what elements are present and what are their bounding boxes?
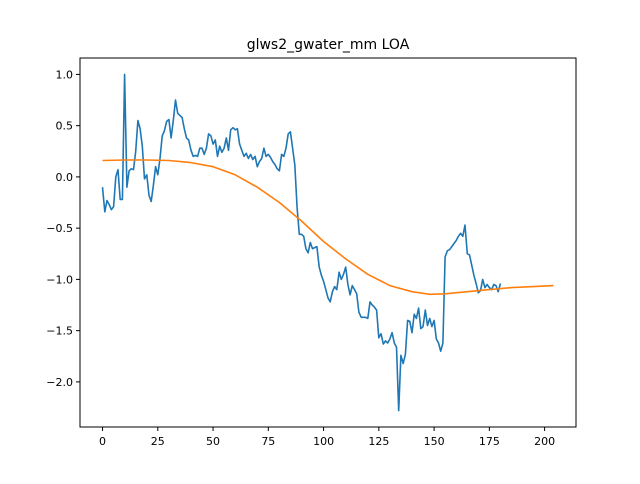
y-tick-label: −1.0	[46, 273, 73, 286]
chart-title: glws2_gwater_mm LOA	[247, 37, 410, 53]
y-tick-label: −0.5	[46, 222, 73, 235]
x-tick-label: 75	[261, 435, 275, 448]
x-tick-label: 0	[99, 435, 106, 448]
y-tick-label: 1.0	[56, 68, 74, 81]
x-tick-label: 25	[151, 435, 165, 448]
y-tick-label: −1.5	[46, 325, 73, 338]
series-line-0	[101, 73, 502, 412]
plot-frame	[79, 57, 577, 428]
y-tick-label: −2.0	[46, 376, 73, 389]
y-tick-label: 0.0	[56, 171, 74, 184]
x-tick-label: 50	[206, 435, 220, 448]
x-tick-label: 175	[479, 435, 500, 448]
x-tick-label: 200	[534, 435, 555, 448]
x-tick-label: 150	[424, 435, 445, 448]
x-tick-label: 125	[368, 435, 389, 448]
x-tick-label: 100	[313, 435, 334, 448]
y-tick-label: 0.5	[56, 120, 74, 133]
series-line-1	[102, 159, 554, 296]
